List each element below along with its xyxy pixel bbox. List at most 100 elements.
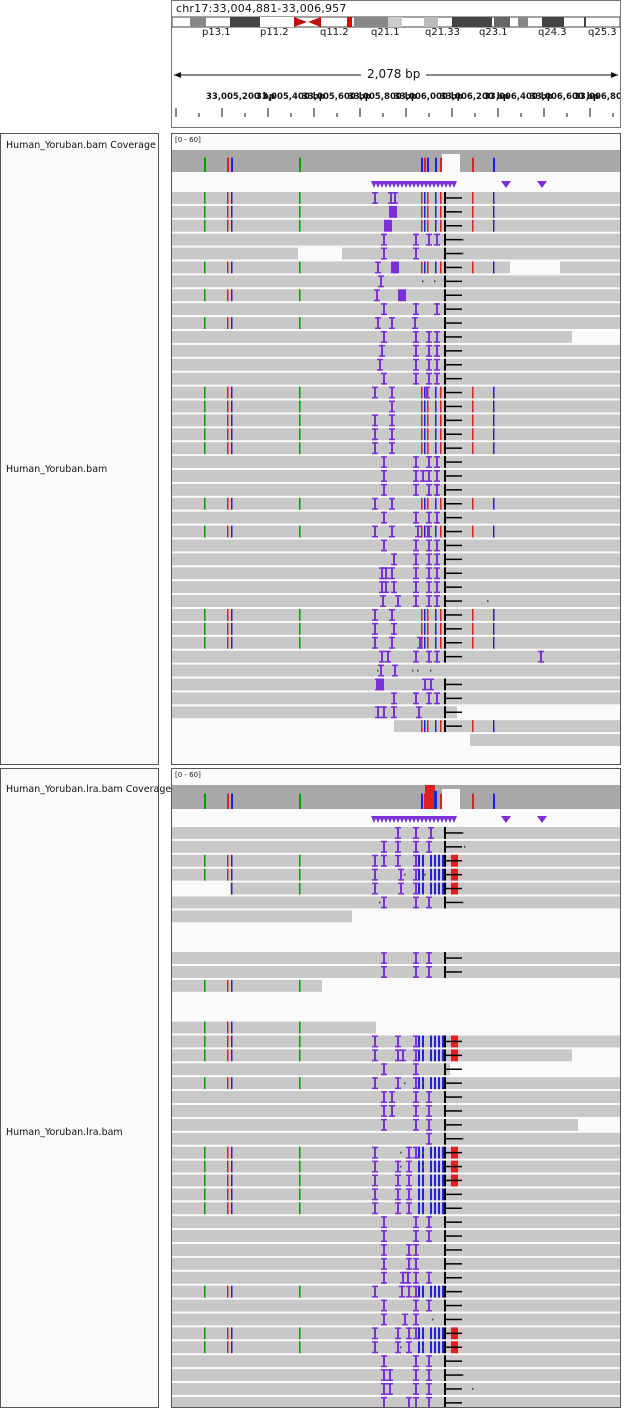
insertion-cap <box>406 1212 412 1215</box>
insertion-mark <box>428 1091 430 1103</box>
insertion-cap <box>413 879 419 881</box>
track2-alignments[interactable] <box>172 769 621 1408</box>
mismatch <box>299 386 301 399</box>
deletion-edge <box>444 1230 446 1242</box>
deletion <box>446 294 462 296</box>
read <box>172 247 620 260</box>
deletion <box>446 475 462 477</box>
insertion-mark <box>436 470 438 482</box>
insertion-mark <box>408 1160 410 1173</box>
insertion-mark <box>374 1202 376 1215</box>
insertion-summary <box>431 816 437 823</box>
insertion-cap <box>389 452 395 455</box>
mismatch <box>421 720 423 733</box>
mismatch <box>421 205 423 218</box>
track2-coverage-name[interactable]: Human_Yoruban.lra.bam Coverage <box>6 784 172 795</box>
insertion-summary <box>451 181 457 188</box>
mismatch <box>440 219 442 232</box>
insertion-cap <box>426 962 432 964</box>
read <box>172 1188 620 1201</box>
insertion-cap <box>434 470 440 472</box>
insertion-cap <box>413 456 419 458</box>
mismatch <box>418 854 420 867</box>
insertion-mark <box>383 1105 385 1117</box>
mismatch <box>438 1160 440 1173</box>
insertion-mark <box>383 1369 385 1381</box>
track1-alignments[interactable] <box>172 134 621 765</box>
deletion-edge <box>444 896 446 909</box>
mismatch <box>418 1202 420 1215</box>
insertion-summary <box>431 181 437 188</box>
insertion-cap <box>372 508 378 510</box>
mismatch <box>438 868 440 881</box>
insertion-cap <box>413 865 419 867</box>
insertion-cap <box>426 536 432 538</box>
coverage-mismatch <box>472 793 474 809</box>
mismatch <box>427 400 429 413</box>
insertion-mark <box>428 456 430 468</box>
insertion-cap <box>426 1240 432 1242</box>
track1-alignment-name[interactable]: Human_Yoruban.bam <box>6 464 108 475</box>
deletion <box>446 586 462 588</box>
deletion <box>446 873 462 876</box>
insertion-cap <box>413 470 419 472</box>
deletion <box>446 377 462 380</box>
mismatch <box>227 636 229 649</box>
insertion-cap <box>426 522 432 524</box>
mismatch <box>472 428 474 441</box>
track1-data-panel[interactable]: [0 - 60] <box>171 133 621 765</box>
mismatch <box>430 1285 432 1298</box>
mismatch <box>299 882 301 895</box>
track1-coverage-name[interactable]: Human_Yoruban.bam Coverage <box>6 140 156 151</box>
mismatch <box>231 609 233 621</box>
insertion-mark <box>428 1369 430 1381</box>
insertion-mark <box>383 1396 385 1407</box>
insertion-mark <box>381 581 383 594</box>
track2-alignment-name[interactable]: Human_Yoruban.lra.bam <box>6 1127 123 1138</box>
insertion-cap <box>413 1045 419 1048</box>
mismatch <box>204 289 206 302</box>
insertion-cap <box>413 1369 419 1371</box>
mismatch <box>424 386 426 399</box>
insertion-cap <box>413 483 419 486</box>
track2-data-panel[interactable]: [0 - 60] <box>171 768 621 1408</box>
insertion-mark <box>428 1271 430 1284</box>
chromosome-ideogram[interactable] <box>172 15 621 29</box>
insertion-cap <box>372 1351 378 1354</box>
insertion-cap <box>413 1115 419 1117</box>
insertion-mark <box>428 966 430 978</box>
insertion-cap <box>426 369 432 371</box>
track1-name-panel[interactable]: Human_Yoruban.bam Coverage Human_Yoruban… <box>0 133 159 765</box>
insertion-cap <box>426 466 432 468</box>
read <box>172 1230 620 1242</box>
mismatch <box>472 414 474 427</box>
coverage-mismatch <box>440 793 442 809</box>
deletion <box>446 971 462 973</box>
insertion-mark <box>415 952 417 964</box>
ruler-panel[interactable]: chr17:33,004,881-33,006,957 p13.1 p11.2 q1… <box>171 0 621 128</box>
insertion-cap <box>381 1271 387 1274</box>
deletion <box>446 1040 462 1043</box>
insertion-cap <box>434 591 440 594</box>
insertion-mark <box>418 706 420 719</box>
insertion-cap <box>374 289 380 291</box>
deletion-edge <box>444 1202 446 1215</box>
insertion-cap <box>381 1383 387 1385</box>
insertion-mark <box>381 650 383 663</box>
insertion-cap <box>372 854 378 857</box>
insertion-mark <box>383 511 385 524</box>
mismatch <box>442 1174 444 1187</box>
mismatch <box>422 882 424 895</box>
insertion-mark <box>397 595 399 607</box>
mismatch <box>422 1174 424 1187</box>
insertion-cap <box>413 605 419 607</box>
read <box>172 1327 620 1340</box>
track2-name-panel[interactable]: Human_Yoruban.lra.bam Coverage Human_Yor… <box>0 768 171 1408</box>
mismatch <box>299 854 301 867</box>
insertion-mark <box>394 664 396 677</box>
deletion <box>446 1165 462 1168</box>
read <box>172 219 620 232</box>
mismatch <box>299 1049 301 1062</box>
insertion-cap <box>413 1365 419 1368</box>
insertion-cap <box>395 1174 401 1176</box>
